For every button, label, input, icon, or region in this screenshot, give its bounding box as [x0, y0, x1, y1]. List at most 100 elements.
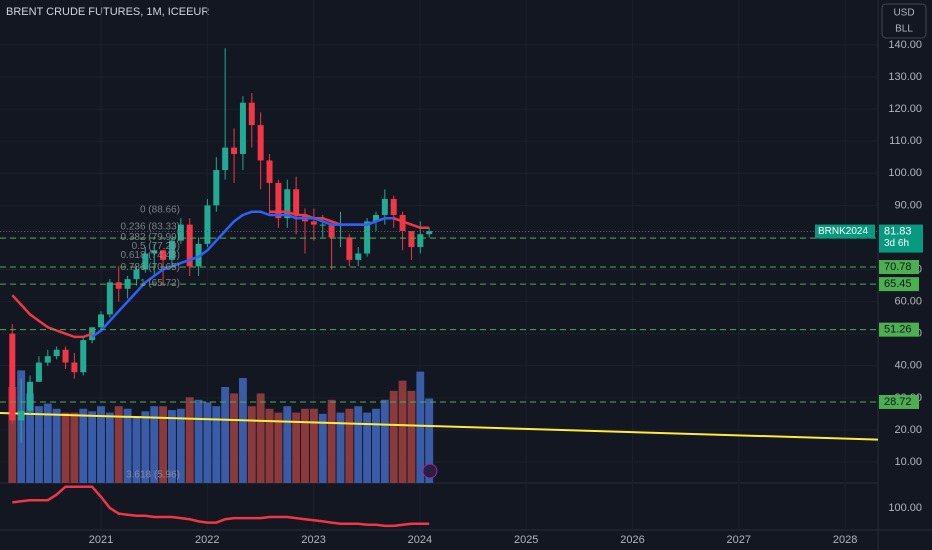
volume-bar: [372, 408, 380, 483]
fib-label: 0.5 (77.29): [132, 241, 180, 252]
volume-bar: [88, 411, 97, 483]
level-value: 51.26: [884, 324, 912, 336]
candle-body: [71, 362, 78, 373]
volume-bar: [221, 387, 230, 483]
candle-body: [9, 333, 16, 421]
x-tick-label: 2028: [833, 534, 857, 546]
symbol-tag-bg: [815, 224, 875, 239]
symbol-tag: BRNK2024: [818, 226, 868, 237]
volume-bar: [309, 408, 318, 483]
candle-body: [195, 243, 202, 267]
volume-bar: [70, 412, 79, 483]
volume-bar: [398, 380, 407, 483]
candle-body: [408, 231, 415, 248]
candle-body: [239, 102, 246, 155]
candle-body: [151, 250, 158, 254]
volume-bar: [105, 412, 114, 483]
candle-body: [80, 340, 87, 373]
y-tick-label: 110.00: [889, 135, 922, 147]
candle-body: [319, 224, 326, 226]
candle-body: [399, 214, 406, 232]
candle-body: [98, 314, 104, 328]
fib-label: 3.618 (5.96): [126, 470, 180, 481]
x-tick-label: 2027: [727, 534, 751, 546]
volume-bar: [230, 393, 238, 483]
fib-label: 0.618 (74.48): [121, 250, 181, 261]
volume-bar: [327, 399, 336, 483]
volume-bar: [97, 406, 105, 483]
volume-bar: [389, 390, 398, 483]
volume-bar: [212, 406, 221, 483]
candle-body: [293, 189, 300, 215]
last-price-value: 81.83: [884, 225, 912, 237]
x-tick-label: 2021: [89, 534, 113, 546]
candle-body: [346, 237, 353, 260]
fib-label: 0.236 (83.33): [121, 221, 181, 232]
indicator-tick-label: 100.00: [888, 502, 922, 514]
level-value: 28.72: [884, 396, 912, 408]
candle-body: [160, 250, 167, 260]
y-tick-label: 60.00: [894, 296, 922, 308]
volume-bar: [265, 408, 274, 483]
candle-body: [35, 362, 42, 382]
candle-body: [168, 240, 175, 260]
volume-bar: [363, 412, 372, 483]
candle-body: [142, 253, 149, 270]
candle-body: [266, 160, 273, 183]
trendline: [0, 411, 879, 441]
fib-label: 0.786 (70.65): [121, 262, 181, 273]
volume-bar: [238, 378, 247, 483]
x-tick-label: 2026: [620, 534, 644, 546]
y-tick-label: 130.00: [888, 71, 922, 83]
x-tick-label: 2022: [195, 534, 219, 546]
moving-average-blue: [91, 210, 394, 338]
volume-bar: [425, 398, 434, 483]
currency-box[interactable]: [881, 3, 927, 39]
candle-body: [417, 234, 424, 248]
candle-body: [186, 224, 193, 267]
candle-body: [372, 214, 379, 222]
volume-bar: [407, 390, 416, 483]
level-tag: [879, 322, 919, 337]
candle-body: [44, 356, 51, 363]
candle-body: [355, 253, 362, 260]
y-tick-label: 100.00: [888, 167, 922, 179]
candle-body: [248, 102, 255, 126]
level-tag: [879, 394, 919, 409]
y-tick-label: 40.00: [894, 360, 922, 372]
volume-bar: [159, 406, 168, 483]
volume-bar: [283, 406, 292, 483]
indicator-line: [12, 485, 430, 528]
x-tick-label: 2024: [408, 534, 432, 546]
candle-body: [62, 349, 69, 363]
chart-title: BRENT CRUDE FUTURES, 1M, ICEEUR: [6, 6, 209, 18]
x-tick-label: 2023: [301, 534, 325, 546]
volume-bar: [61, 412, 70, 483]
volume-bar: [79, 408, 88, 483]
events-icon[interactable]: [422, 463, 438, 479]
fib-label: 0.382 (79.99): [121, 232, 181, 243]
volume-bar: [274, 412, 283, 483]
y-tick-label: 90.00: [894, 199, 922, 211]
volume-bar: [416, 371, 425, 483]
level-value: 65.45: [884, 278, 912, 290]
y-tick-label: 140.00: [888, 39, 922, 51]
last-price-box: [879, 224, 923, 253]
volume-bar: [150, 406, 159, 483]
y-tick-label: 20.00: [894, 424, 922, 436]
volume-bar: [34, 406, 43, 483]
volume-bar: [8, 387, 17, 483]
candle-body: [106, 282, 113, 315]
unit[interactable]: BLL: [895, 24, 913, 35]
volume-bar: [345, 408, 354, 483]
volume-bar: [114, 406, 123, 483]
currency[interactable]: USD: [893, 8, 914, 19]
candle-body: [177, 224, 184, 241]
candle-body: [222, 147, 229, 171]
candle-body: [133, 269, 140, 280]
volume-bar: [256, 393, 265, 483]
candle-body: [275, 182, 282, 219]
candle-body: [310, 221, 317, 225]
volume-bar: [247, 406, 256, 483]
